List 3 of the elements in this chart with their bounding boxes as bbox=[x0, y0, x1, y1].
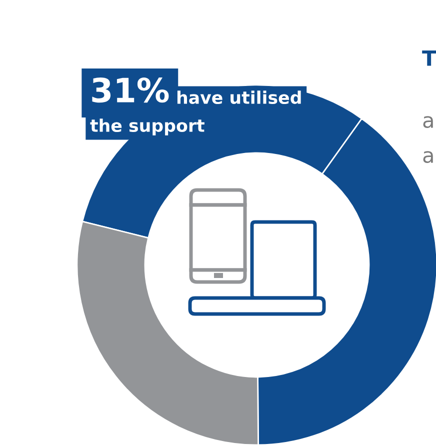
text: a bbox=[423, 116, 433, 128]
text: a bbox=[423, 151, 433, 164]
text: T bbox=[422, 50, 436, 66]
